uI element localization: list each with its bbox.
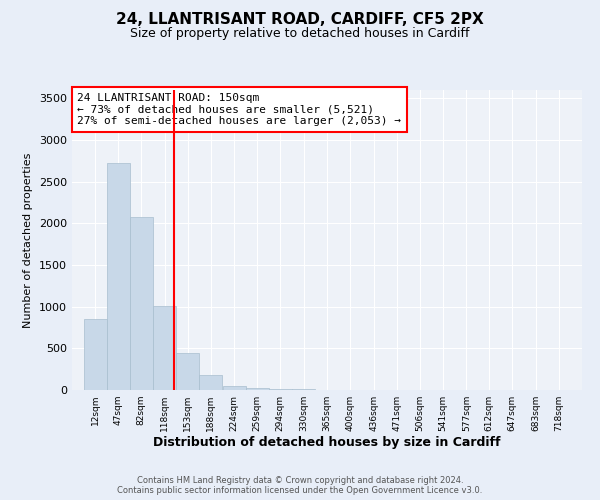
Bar xyxy=(176,352,199,390)
Bar xyxy=(246,388,269,390)
Bar xyxy=(107,162,130,390)
Bar xyxy=(199,376,222,390)
Text: 24, LLANTRISANT ROAD, CARDIFF, CF5 2PX: 24, LLANTRISANT ROAD, CARDIFF, CF5 2PX xyxy=(116,12,484,28)
Bar xyxy=(292,389,316,390)
Text: Contains HM Land Registry data © Crown copyright and database right 2024.
Contai: Contains HM Land Registry data © Crown c… xyxy=(118,476,482,495)
Bar xyxy=(223,386,246,390)
Text: Size of property relative to detached houses in Cardiff: Size of property relative to detached ho… xyxy=(130,28,470,40)
Text: Distribution of detached houses by size in Cardiff: Distribution of detached houses by size … xyxy=(153,436,501,449)
Bar xyxy=(269,389,292,390)
Y-axis label: Number of detached properties: Number of detached properties xyxy=(23,152,34,328)
Text: 24 LLANTRISANT ROAD: 150sqm
← 73% of detached houses are smaller (5,521)
27% of : 24 LLANTRISANT ROAD: 150sqm ← 73% of det… xyxy=(77,93,401,126)
Bar xyxy=(83,319,107,390)
Bar xyxy=(153,306,176,390)
Bar xyxy=(130,216,152,390)
